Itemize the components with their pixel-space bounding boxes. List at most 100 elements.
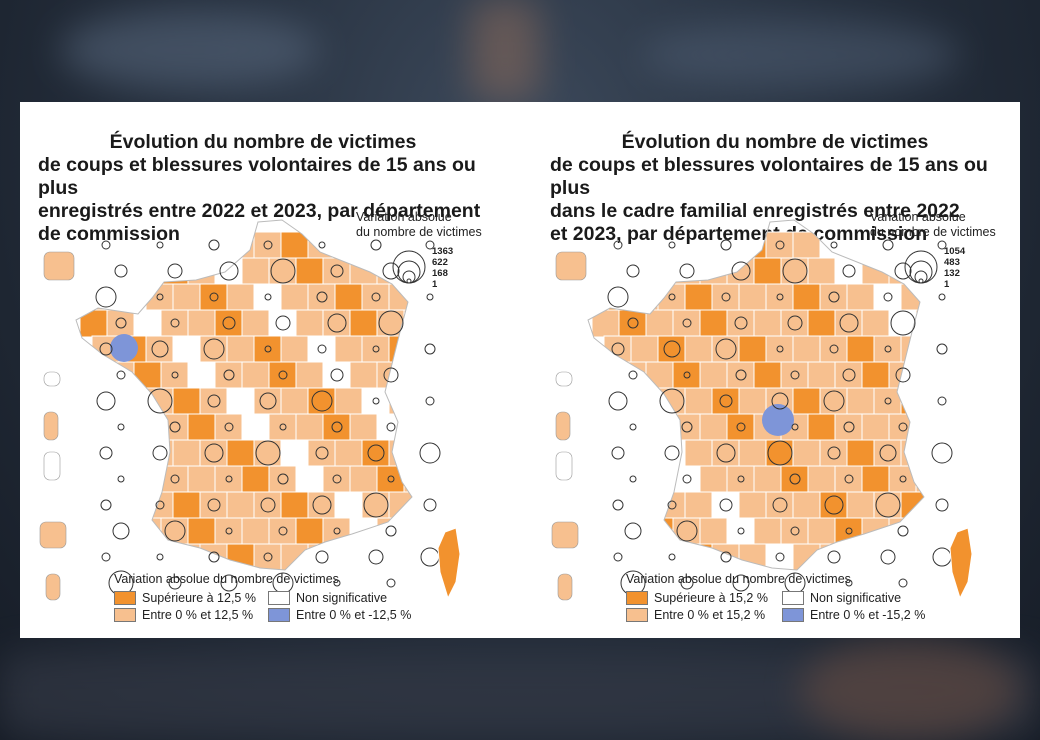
department-high: [861, 465, 891, 494]
variation-circle: [682, 318, 692, 328]
department-mid: [334, 439, 364, 468]
scale-circle: [909, 260, 933, 284]
variation-circle: [830, 241, 838, 249]
department-mid: [861, 517, 891, 546]
department-high: [780, 465, 810, 494]
variation-circle: [263, 552, 273, 562]
department-mid: [861, 257, 891, 286]
department-mid: [873, 491, 903, 520]
variation-circle: [372, 397, 380, 405]
department-mid: [591, 309, 621, 338]
department-high: [738, 335, 768, 364]
variation-circle: [95, 286, 117, 308]
variation-circle: [168, 576, 182, 590]
variation-circle: [333, 579, 341, 587]
department-mid: [915, 309, 924, 338]
variation-circle: [894, 262, 912, 280]
variation-circle: [736, 422, 746, 432]
variation-circle: [371, 292, 381, 302]
department-mid: [630, 335, 660, 364]
department-nonsig: [91, 491, 121, 520]
department-mid: [834, 361, 864, 390]
variation-circle: [387, 475, 395, 483]
variation-circle: [386, 422, 396, 432]
background-building: [800, 640, 1020, 740]
variation-circle: [882, 239, 894, 251]
department-mid: [591, 361, 621, 390]
variation-circle: [782, 258, 808, 284]
department-mid: [403, 517, 412, 546]
department-mid: [873, 387, 903, 416]
department-mid: [403, 465, 412, 494]
department-high: [861, 361, 891, 390]
scale-value: 168: [432, 268, 448, 279]
background-tower: [470, 0, 540, 100]
variation-circle: [264, 345, 272, 353]
department-polygons: [591, 231, 924, 570]
department-high: [711, 387, 741, 416]
legend-item-nonsig: Non significative: [782, 591, 901, 605]
department-mid: [361, 335, 391, 364]
department-mid: [765, 491, 795, 520]
department-mid: [888, 517, 918, 546]
department-high: [268, 361, 298, 390]
variation-circle: [264, 293, 272, 301]
variation-circle: [715, 338, 737, 360]
department-high: [295, 517, 325, 546]
department-mid: [334, 335, 364, 364]
department-mid: [900, 231, 924, 260]
department-high: [280, 231, 310, 260]
variation-circle: [720, 551, 732, 563]
variation-circle: [613, 552, 623, 562]
variation-circle: [845, 579, 853, 587]
variation-circle: [255, 440, 281, 466]
department-mid: [295, 361, 325, 390]
department-high: [807, 309, 837, 338]
department-mid: [618, 517, 648, 546]
variation-circle: [880, 549, 896, 565]
variation-circle: [931, 442, 953, 464]
department-polygons: [79, 231, 412, 570]
department-mid: [253, 231, 283, 260]
legend-label: Entre 0 % et 15,2 %: [654, 608, 766, 622]
map-title-line1: Évolution du nombre de victimes: [621, 131, 929, 153]
department-high: [322, 413, 352, 442]
department-mid: [699, 257, 729, 286]
legend-title: Variation absolue du nombre de victimes: [626, 572, 851, 586]
map-title: Évolution du nombre de victimes de coups …: [38, 108, 508, 246]
variation-circle: [776, 293, 784, 301]
legend-swatch-nonsig: [782, 591, 804, 605]
legend-swatch-high: [114, 591, 136, 605]
department-mid: [133, 517, 163, 546]
department-high: [187, 517, 217, 546]
department-mid: [699, 413, 729, 442]
variation-circle: [844, 474, 854, 484]
department-mid: [645, 465, 675, 494]
variation-circle: [311, 390, 333, 412]
variation-circle: [719, 394, 733, 408]
department-mid: [160, 413, 190, 442]
department-mid: [819, 543, 849, 570]
department-mid: [780, 309, 810, 338]
department-mid: [145, 491, 175, 520]
department-mid: [79, 569, 109, 570]
variation-circle: [327, 313, 347, 333]
department-high: [915, 413, 924, 442]
department-mid: [603, 439, 633, 468]
variation-circle: [372, 345, 380, 353]
legend-swatch-low: [782, 608, 804, 622]
variation-circle: [330, 368, 344, 382]
variation-circle: [164, 520, 186, 542]
legend-item-high: Supérieure à 15,2 %: [626, 591, 768, 605]
variation-circle: [890, 310, 916, 336]
department-nonsig: [280, 439, 310, 468]
department-high: [630, 491, 660, 520]
variation-circle: [96, 391, 116, 411]
overseas-territory: [43, 451, 61, 481]
department-mid: [199, 491, 229, 520]
department-nonsig: [226, 387, 256, 416]
variation-circle: [772, 497, 788, 513]
department-mid: [738, 491, 768, 520]
variation-circle: [613, 240, 623, 250]
department-mid: [738, 439, 768, 468]
